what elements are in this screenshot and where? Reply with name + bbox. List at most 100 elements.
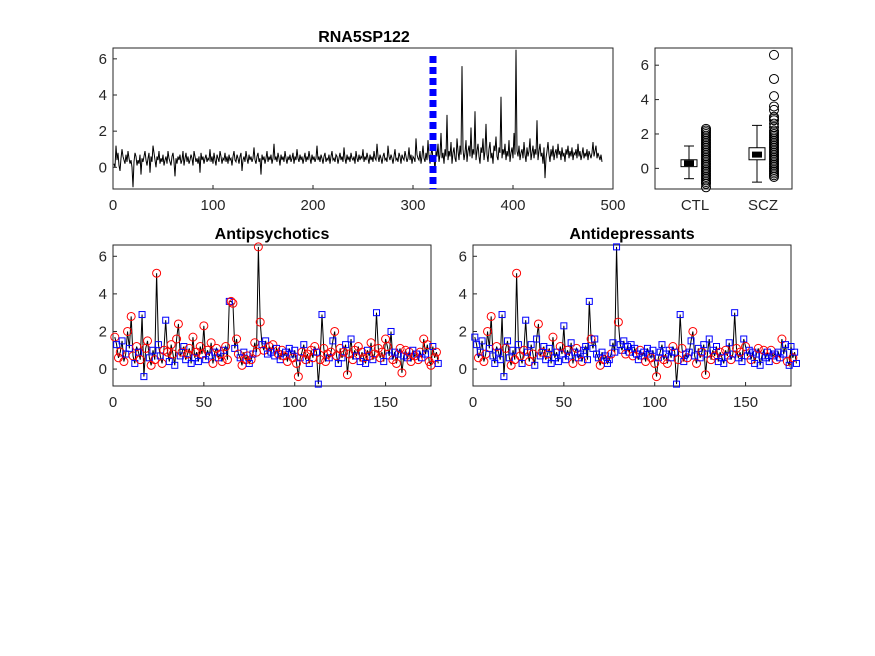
antipsychotics-circle-marker bbox=[217, 357, 227, 367]
boxplot-ytick-label: 6 bbox=[641, 57, 649, 74]
series-ytick-label: 2 bbox=[99, 123, 107, 140]
antipsychotics-square-marker bbox=[380, 358, 388, 366]
boxplot-outlier bbox=[769, 73, 779, 84]
antidepressants-square-marker bbox=[738, 358, 746, 366]
antipsychotics-circle-marker bbox=[297, 347, 307, 357]
series-panel: RNA5SP122 0 2 4 6 0 100 200 300 400 500 bbox=[99, 29, 626, 214]
antidepressants-circle-marker bbox=[652, 372, 662, 382]
antidepressants-circle-marker bbox=[746, 355, 756, 365]
antipsychotics-square-marker bbox=[273, 344, 281, 352]
antidepressants-square-marker bbox=[751, 359, 759, 367]
antidepressants-square-marker bbox=[522, 316, 530, 324]
boxplot-outlier bbox=[769, 91, 779, 102]
antipsychotics-square-marker bbox=[372, 309, 380, 317]
antidepressants-circle-marker bbox=[548, 332, 558, 342]
series-plot-area bbox=[112, 47, 614, 190]
antipsychotics-circle-marker bbox=[135, 355, 145, 365]
antidepressants-circle-marker bbox=[555, 342, 565, 352]
antipsychotics-circle-marker bbox=[246, 355, 256, 365]
antidepressants-square-marker bbox=[602, 352, 610, 360]
antipsychotics-title: Antipsychotics bbox=[215, 226, 330, 243]
antipsychotics-square-marker bbox=[258, 341, 266, 349]
antipsychotics-square-marker bbox=[187, 359, 195, 367]
antidepressants-circle-marker bbox=[650, 358, 660, 368]
antidepressants-square-marker bbox=[505, 354, 513, 362]
antipsychotics-square-marker bbox=[300, 341, 308, 349]
antidepressants-ytick-label: 4 bbox=[459, 286, 467, 303]
antidepressants-square-marker bbox=[792, 359, 800, 367]
antipsychotics-circle-marker bbox=[172, 334, 182, 344]
antidepressants-square-marker bbox=[705, 335, 713, 343]
antipsychotics-circle-marker bbox=[253, 242, 263, 252]
antidepressants-square-marker bbox=[567, 339, 575, 347]
antidepressants-circle-marker bbox=[486, 311, 496, 321]
antidepressants-circle-marker bbox=[606, 349, 616, 359]
antidepressants-square-marker bbox=[489, 352, 497, 360]
antipsychotics-circle-marker bbox=[228, 298, 238, 308]
antidepressants-square-marker bbox=[627, 341, 635, 349]
antipsychotics-circle-marker bbox=[377, 347, 387, 357]
antipsychotics-marks: 0 2 4 6 0 50 100 150 bbox=[99, 242, 442, 411]
antidepressants-square-marker bbox=[514, 341, 522, 349]
antidepressants-square-marker bbox=[765, 358, 773, 366]
antipsychotics-circle-marker bbox=[184, 343, 194, 353]
antidepressants-square-marker bbox=[611, 348, 619, 356]
series-xtick-label: 400 bbox=[500, 197, 525, 214]
series-xtick-label: 300 bbox=[400, 197, 425, 214]
antidepressants-square-marker bbox=[531, 361, 539, 369]
antidepressants-circle-marker bbox=[492, 342, 502, 352]
antidepressants-circle-marker bbox=[586, 334, 596, 344]
antidepressants-square-marker bbox=[471, 333, 479, 341]
antidepressants-ytick-label: 2 bbox=[459, 323, 467, 340]
antidepressants-square-marker bbox=[782, 341, 790, 349]
antidepressants-square-marker bbox=[685, 348, 693, 356]
antidepressants-square-marker bbox=[667, 354, 675, 362]
antipsychotics-circle-marker bbox=[357, 347, 367, 357]
series-marks: 0 2 4 6 0 100 200 300 400 500 bbox=[99, 49, 626, 214]
antidepressants-square-marker bbox=[752, 350, 760, 358]
antipsychotics-square-marker bbox=[418, 354, 426, 362]
antipsychotics-square-marker bbox=[165, 358, 173, 366]
antidepressants-square-marker bbox=[640, 348, 648, 356]
boxplot-outlier bbox=[769, 104, 779, 115]
antipsychotics-circle-marker bbox=[163, 347, 173, 357]
antidepressants-circle-marker bbox=[771, 355, 781, 365]
antidepressants-circle-marker bbox=[613, 317, 623, 327]
antipsychotics-square-marker bbox=[314, 380, 322, 388]
antidepressants-square-marker bbox=[496, 356, 504, 364]
boxplot-median bbox=[752, 151, 762, 158]
antidepressants-square-marker bbox=[591, 335, 599, 343]
antidepressants-square-marker bbox=[709, 346, 717, 354]
series-ytick-label: 6 bbox=[99, 51, 107, 68]
antidepressants-square-marker bbox=[676, 311, 684, 319]
antidepressants-square-marker bbox=[609, 339, 617, 347]
antipsychotics-circle-marker bbox=[128, 351, 138, 361]
antidepressants-square-marker bbox=[696, 354, 704, 362]
antipsychotics-circle-marker bbox=[177, 347, 187, 357]
antidepressants-square-marker bbox=[476, 348, 484, 356]
antidepressants-square-marker bbox=[605, 356, 613, 364]
antidepressants-square-marker bbox=[603, 359, 611, 367]
antipsychotics-square-marker bbox=[409, 346, 417, 354]
antidepressants-square-marker bbox=[720, 359, 728, 367]
antipsychotics-square-marker bbox=[338, 354, 346, 362]
antidepressants-circle-marker bbox=[759, 345, 769, 355]
antidepressants-circle-marker bbox=[753, 343, 763, 353]
antidepressants-square-marker bbox=[791, 348, 799, 356]
boxplot-panel: 0 2 4 6 CTL SCZ bbox=[641, 47, 793, 214]
antidepressants-square-marker bbox=[494, 348, 502, 356]
antidepressants-circle-marker bbox=[668, 342, 678, 352]
antidepressants-square-marker bbox=[582, 343, 590, 351]
antipsychotics-circle-marker bbox=[226, 296, 236, 306]
antipsychotics-circle-marker bbox=[221, 342, 231, 352]
antidepressants-square-marker bbox=[776, 354, 784, 362]
antidepressants-square-marker bbox=[542, 356, 550, 364]
antipsychotics-square-marker bbox=[318, 311, 326, 319]
antipsychotics-square-marker bbox=[267, 348, 275, 356]
antidepressants-square-marker bbox=[524, 348, 532, 356]
antidepressants-square-marker bbox=[593, 350, 601, 358]
antidepressants-square-marker bbox=[533, 335, 541, 343]
antidepressants-xtick-label: 0 bbox=[469, 394, 477, 411]
antidepressants-ytick-label: 6 bbox=[459, 248, 467, 265]
antipsychotics-circle-marker bbox=[199, 321, 209, 331]
